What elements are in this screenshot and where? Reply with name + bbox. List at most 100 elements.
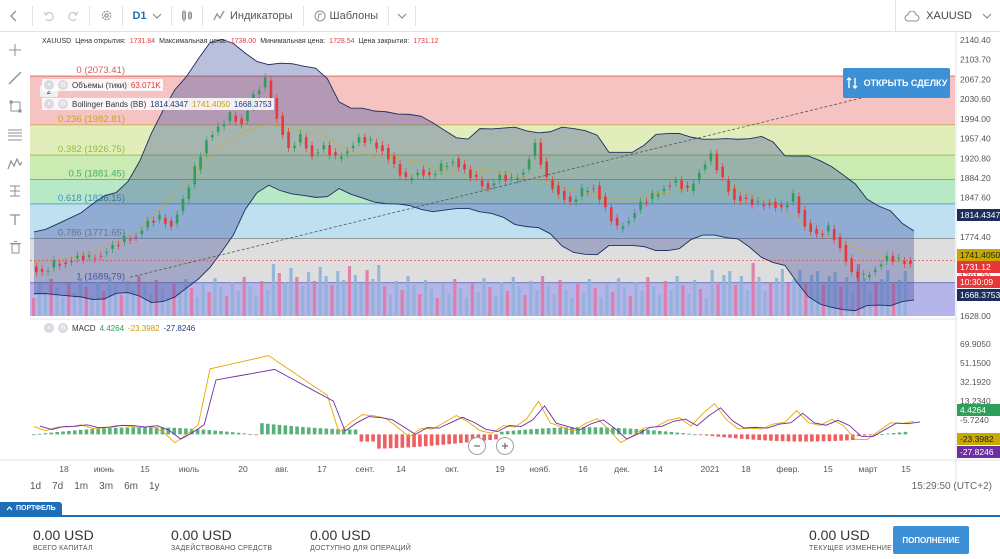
range-button-1y[interactable]: 1y (148, 481, 160, 492)
range-button-3m[interactable]: 3m (99, 481, 114, 492)
macd-histogram-bar (371, 434, 375, 442)
macd-histogram-bar (675, 432, 680, 435)
ohlc-low-label: Минимальная цена: (260, 38, 326, 45)
volume-legend[interactable]: × ⚙ Объемы (тики) 63.071K (42, 79, 163, 91)
fib-label: 1 (1689.79) (76, 272, 125, 283)
macd-histogram-bar (37, 433, 42, 435)
volume-bar (710, 270, 714, 316)
back-icon[interactable] (0, 0, 28, 32)
zoom-in-button[interactable] (496, 437, 514, 455)
macd-histogram-bar (804, 434, 808, 442)
top-toolbar: D1 Индикаторы Шаблоны XAUUSD (0, 0, 1000, 32)
gear-icon[interactable]: ⚙ (58, 323, 68, 333)
deposit-button[interactable]: ПОПОЛНЕНИЕ (893, 526, 969, 554)
candle-body (222, 124, 226, 127)
macd-histogram-bar (312, 427, 317, 435)
chevron-down-icon (397, 13, 407, 19)
price-tick-label: 1957.40 (960, 134, 991, 144)
volume-bar (353, 275, 357, 316)
pattern-tool-icon[interactable] (0, 149, 30, 177)
deposit-label: ПОПОЛНЕНИЕ (902, 535, 960, 545)
fibonacci-tool-icon[interactable] (0, 121, 30, 149)
trash-icon[interactable] (0, 234, 30, 262)
text-tool-icon[interactable] (0, 206, 30, 234)
gear-icon[interactable] (94, 0, 118, 32)
volume-bar (570, 298, 574, 316)
macd-histogram-bar (453, 434, 457, 444)
price-tick-label: 2030.60 (960, 94, 991, 104)
price-tick-label: 1884.20 (960, 173, 991, 183)
position-tool-icon[interactable] (0, 177, 30, 205)
macd-histogram-bar (289, 425, 293, 435)
candle-body (357, 137, 361, 143)
bb-legend[interactable]: × ⚙ Bollinger Bands (BB) 1814.4347 1741.… (42, 98, 274, 110)
gear-icon[interactable]: ⚙ (58, 99, 68, 109)
candle-body (557, 185, 560, 195)
macd-histogram-bar (459, 434, 463, 444)
candle-body (551, 180, 554, 189)
volume-bar (283, 282, 287, 316)
time-tick-label: 18 (741, 464, 751, 474)
redo-icon[interactable] (61, 0, 85, 32)
volume-bar (336, 271, 340, 316)
macd-panel (30, 318, 958, 449)
crosshair-icon[interactable] (0, 36, 30, 64)
candle-body (240, 118, 243, 125)
candle-body (873, 269, 877, 272)
range-button-1m[interactable]: 1m (74, 481, 89, 492)
close-icon[interactable]: × (44, 99, 54, 109)
candles-icon[interactable] (176, 0, 198, 32)
candle-body (381, 145, 384, 152)
portfolio-panel: 0.00 USD ВСЕГО КАПИТАЛ 0.00 USD ЗАДЕЙСТВ… (0, 515, 1000, 559)
macd-histogram-bar (576, 427, 580, 435)
open-deal-button[interactable]: ОТКРЫТЬ СДЕЛКУ (843, 68, 950, 98)
fib-label: 0 (2073.41) (76, 65, 125, 76)
undo-icon[interactable] (37, 0, 61, 32)
fib-label: 0.618 (1836.15) (58, 193, 125, 204)
volume-bar (821, 285, 825, 316)
volume-bar (37, 284, 42, 316)
gear-icon[interactable]: ⚙ (58, 80, 68, 90)
macd-histogram-bar (213, 430, 217, 435)
macd-histogram-bar (815, 434, 820, 442)
macd-histogram-bar (605, 427, 609, 435)
chart-area[interactable]: 0 (2073.41) 0.236 (1982.81) 0.382 (1926.75… (0, 32, 1000, 496)
range-button-1d[interactable]: 1d (30, 481, 42, 492)
candle-body (627, 221, 631, 224)
signal-line (39, 368, 921, 440)
range-selector: 1d 7d 1m 3m 6m 1y (30, 481, 160, 495)
templates-button[interactable]: Шаблоны (308, 0, 385, 32)
range-button-6m[interactable]: 6m (124, 481, 138, 492)
templates-dropdown[interactable] (393, 0, 411, 32)
volume-bar (494, 296, 498, 316)
macd-histogram-bar (763, 434, 767, 441)
portfolio-tab[interactable]: ПОРТФЕЛЬ (0, 502, 62, 515)
close-icon[interactable]: × (44, 323, 54, 333)
macd-histogram-bar (745, 434, 750, 440)
rectangle-tool-icon[interactable] (0, 93, 30, 121)
time-tick-label: 20 (238, 464, 248, 474)
macd-line (33, 355, 915, 444)
price-tick-label: 1774.40 (960, 232, 991, 242)
bb-legend-name: Bollinger Bands (BB) (72, 99, 147, 109)
volume-bar (552, 294, 556, 316)
line-tool-icon[interactable] (0, 64, 30, 92)
indicators-button[interactable]: Индикаторы (207, 0, 299, 32)
macd-histogram-bar (377, 434, 381, 449)
volume-bar (236, 291, 240, 316)
candle-body (785, 205, 789, 208)
macd-histogram-bar (248, 433, 253, 435)
candle-body (322, 145, 326, 150)
macd-histogram-bar (184, 428, 188, 435)
volume-bar (511, 277, 515, 316)
candle-body (293, 145, 296, 148)
macd-legend[interactable]: × ⚙ MACD 4.4264 -23.3982 -27.8246 (42, 322, 198, 334)
zoom-out-button[interactable] (468, 437, 486, 455)
symbol-select[interactable]: XAUUSD (895, 0, 1000, 32)
range-button-7d[interactable]: 7d (52, 481, 64, 492)
macd-value-2: -23.3982 (128, 323, 160, 333)
macd-histogram-bar (172, 427, 176, 435)
close-icon[interactable]: × (44, 80, 54, 90)
volume-bar (143, 285, 147, 316)
timeframe-select[interactable]: D1 (127, 0, 167, 32)
